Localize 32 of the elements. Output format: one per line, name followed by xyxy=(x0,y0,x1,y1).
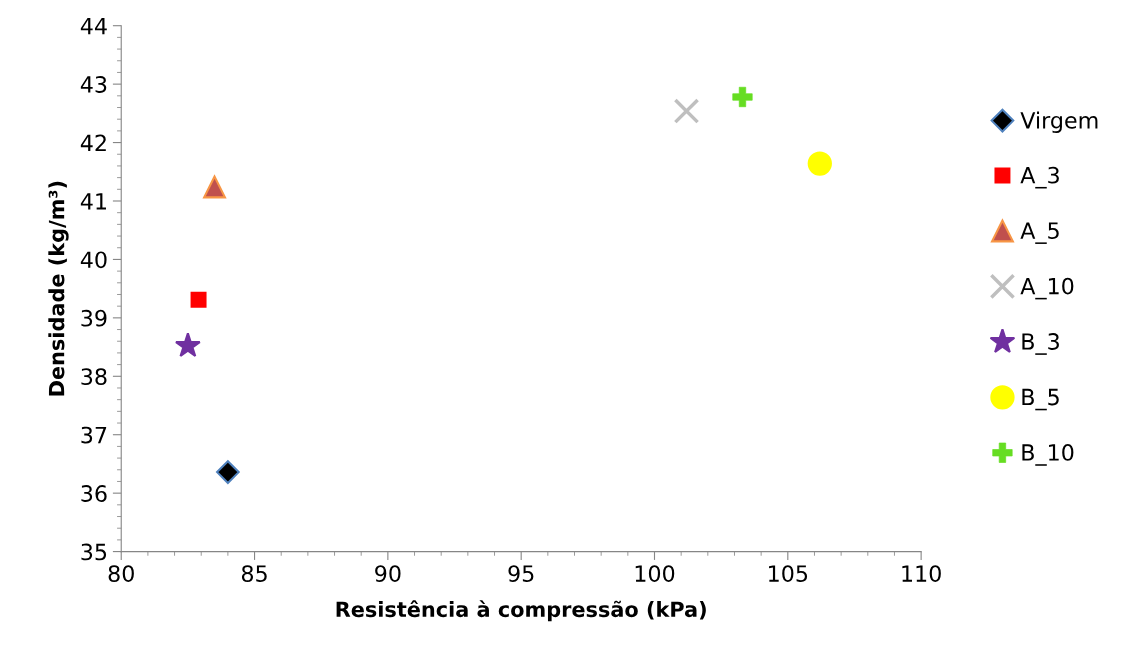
x-tick-label: 105 xyxy=(769,565,808,582)
point xyxy=(203,175,227,199)
legend-label: A_3 xyxy=(1020,166,1059,189)
x-tick-label: 80 xyxy=(108,565,134,582)
y-tick-label: 36 xyxy=(81,485,107,502)
legend-label: B_5 xyxy=(1022,388,1059,411)
point xyxy=(807,151,832,176)
point xyxy=(174,332,201,358)
y-tick-label: 44 xyxy=(80,17,107,35)
point xyxy=(188,289,209,310)
x-axis-title: Resistência à compressão (kPa) xyxy=(336,600,706,622)
y-tick-label: 37 xyxy=(81,426,107,444)
y-tick-label: 38 xyxy=(81,368,107,386)
point xyxy=(216,460,240,484)
legend-label: A_5 xyxy=(1020,222,1059,244)
y-tick-label: 39 xyxy=(81,309,107,327)
y-tick-label: 43 xyxy=(80,76,107,93)
x-tick-label: 95 xyxy=(508,565,534,582)
x-tick-label: 85 xyxy=(241,565,267,582)
y-axis-title: Densidade (kg/m³) xyxy=(48,181,69,396)
y-tick-label: 41 xyxy=(80,193,106,210)
legend-label: B_3 xyxy=(1022,333,1059,355)
legend-label: A_10 xyxy=(1020,277,1074,300)
y-tick-label: 42 xyxy=(80,134,106,152)
y-tick-label: 40 xyxy=(80,251,107,269)
x-tick-label: 100 xyxy=(635,565,675,582)
y-tick-label: 35 xyxy=(81,543,107,561)
legend-label: Virgem xyxy=(1020,111,1098,134)
legend-label: B_10 xyxy=(1022,444,1074,466)
point xyxy=(673,98,700,124)
x-tick-label: 110 xyxy=(902,565,941,582)
x-tick-label: 90 xyxy=(375,565,401,582)
